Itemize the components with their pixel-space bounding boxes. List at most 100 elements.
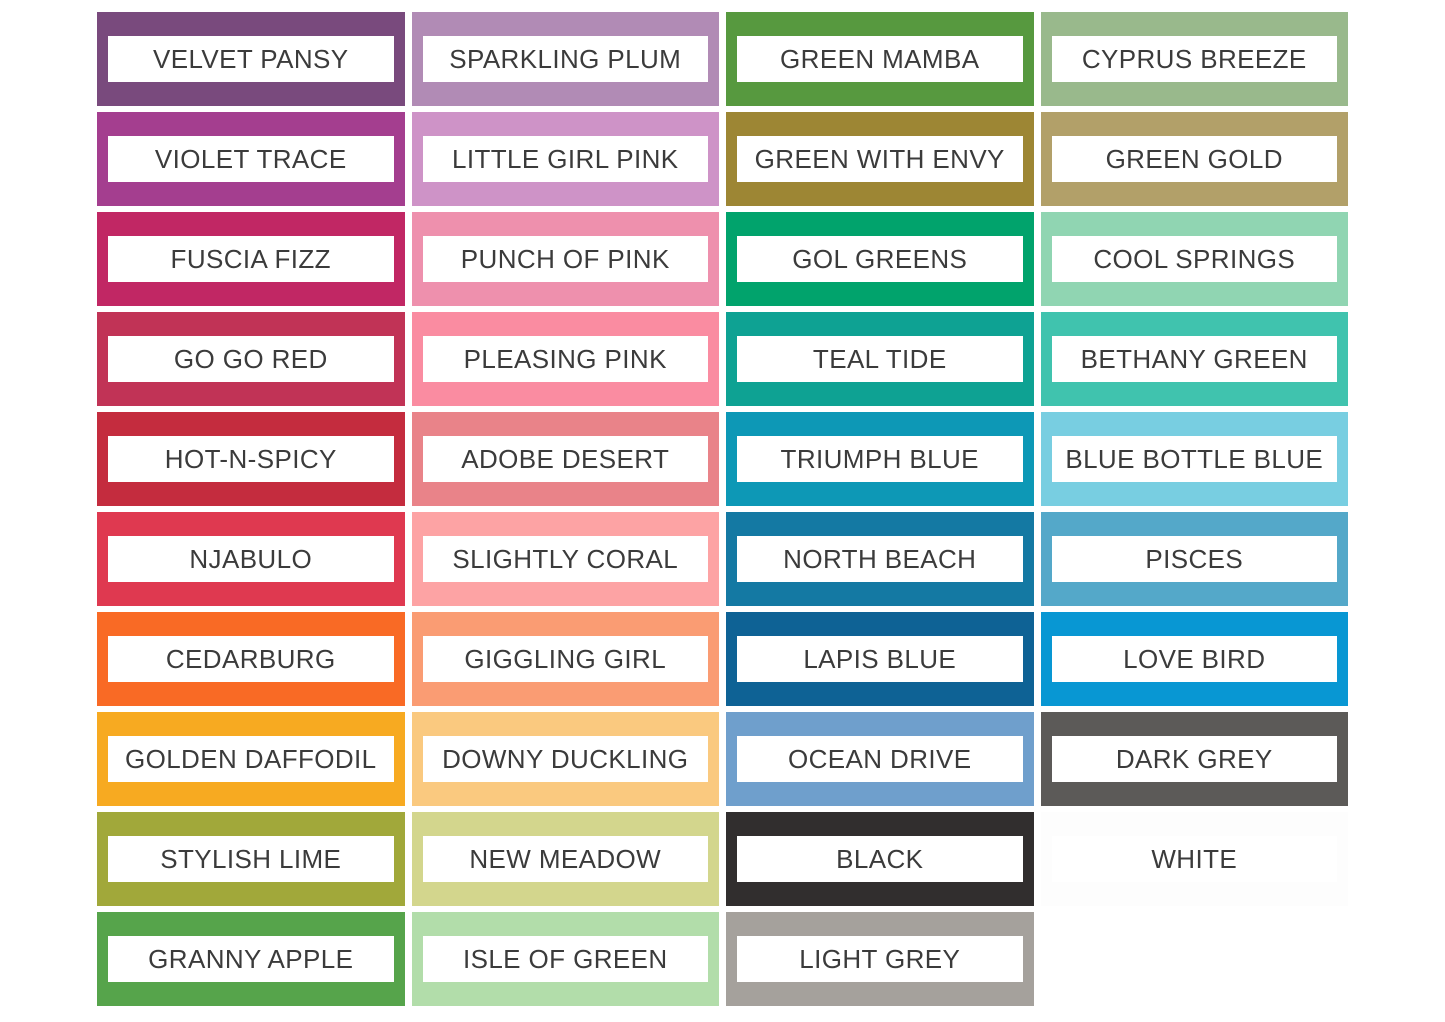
color-swatch[interactable]: GREEN WITH ENVY bbox=[726, 112, 1034, 206]
color-name-text: GO GO RED bbox=[173, 343, 328, 374]
color-name-text: GRANNY APPLE bbox=[148, 943, 354, 974]
color-swatch[interactable]: BLACK bbox=[726, 812, 1034, 906]
color-name-text: VIOLET TRACE bbox=[154, 143, 347, 174]
color-swatch[interactable]: FUSCIA FIZZ bbox=[97, 212, 405, 306]
color-swatch[interactable]: SLIGHTLY CORAL bbox=[411, 512, 719, 606]
color-swatch[interactable]: DOWNY DUCKLING bbox=[411, 712, 719, 806]
color-name-text: LAPIS BLUE bbox=[803, 643, 957, 674]
color-name-text: DARK GREY bbox=[1115, 743, 1273, 774]
color-swatch-label: WHITE bbox=[1051, 836, 1337, 882]
color-swatch[interactable]: ADOBE DESERT bbox=[411, 412, 719, 506]
color-swatch-label: ISLE OF GREEN bbox=[422, 936, 708, 982]
color-name-text: ADOBE DESERT bbox=[461, 443, 670, 474]
color-swatch[interactable]: CEDARBURG bbox=[97, 612, 405, 706]
color-swatch-label: LIGHT GREY bbox=[737, 936, 1023, 982]
color-swatch-label: HOT-N-SPICY bbox=[108, 436, 394, 482]
color-swatch-label: GREEN MAMBA bbox=[737, 36, 1023, 82]
color-swatch[interactable]: GREEN GOLD bbox=[1040, 112, 1348, 206]
color-name-text: OCEAN DRIVE bbox=[787, 743, 972, 774]
color-swatch[interactable]: HOT-N-SPICY bbox=[97, 412, 405, 506]
color-swatch[interactable]: SPARKLING PLUM bbox=[411, 12, 719, 106]
color-swatch-label: LOVE BIRD bbox=[1051, 636, 1337, 682]
palette-grid: VELVET PANSY SPARKLING PLUM GREEN MAMBA … bbox=[97, 12, 1348, 1006]
color-swatch[interactable]: GREEN MAMBA bbox=[726, 12, 1034, 106]
color-swatch[interactable]: CYPRUS BREEZE bbox=[1040, 12, 1348, 106]
color-swatch-label: LITTLE GIRL PINK bbox=[422, 136, 708, 182]
color-swatch[interactable]: WHITE bbox=[1040, 812, 1348, 906]
color-swatch[interactable]: TEAL TIDE bbox=[726, 312, 1034, 406]
color-swatch[interactable]: LIGHT GREY bbox=[726, 912, 1034, 1006]
color-swatch[interactable]: PUNCH OF PINK bbox=[411, 212, 719, 306]
color-swatch[interactable]: LAPIS BLUE bbox=[726, 612, 1034, 706]
color-swatch[interactable]: VIOLET TRACE bbox=[97, 112, 405, 206]
color-swatch[interactable]: STYLISH LIME bbox=[97, 812, 405, 906]
color-swatch[interactable]: LITTLE GIRL PINK bbox=[411, 112, 719, 206]
color-swatch-label: GREEN WITH ENVY bbox=[737, 136, 1023, 182]
color-name-text: FUSCIA FIZZ bbox=[170, 243, 331, 274]
color-swatch[interactable]: BLUE BOTTLE BLUE bbox=[1040, 412, 1348, 506]
color-name-text: BETHANY GREEN bbox=[1080, 343, 1308, 374]
color-swatch[interactable]: NJABULO bbox=[97, 512, 405, 606]
color-name-text: LITTLE GIRL PINK bbox=[452, 143, 679, 174]
color-name-text: PUNCH OF PINK bbox=[460, 243, 670, 274]
color-name-text: NORTH BEACH bbox=[783, 543, 977, 574]
color-swatch[interactable]: GIGGLING GIRL bbox=[411, 612, 719, 706]
color-name-text: TEAL TIDE bbox=[812, 343, 947, 374]
color-swatch-label: GREEN GOLD bbox=[1051, 136, 1337, 182]
color-swatch[interactable]: GRANNY APPLE bbox=[97, 912, 405, 1006]
color-swatch[interactable]: LOVE BIRD bbox=[1040, 612, 1348, 706]
color-swatch[interactable]: COOL SPRINGS bbox=[1040, 212, 1348, 306]
color-name-text: HOT-N-SPICY bbox=[164, 443, 337, 474]
color-name-text: PLEASING PINK bbox=[463, 343, 667, 374]
color-swatch-label: PISCES bbox=[1051, 536, 1337, 582]
color-swatch[interactable]: ISLE OF GREEN bbox=[411, 912, 719, 1006]
color-swatch-label: VIOLET TRACE bbox=[108, 136, 394, 182]
color-swatch-label: GO GO RED bbox=[108, 336, 394, 382]
color-swatch[interactable]: NEW MEADOW bbox=[411, 812, 719, 906]
color-swatch bbox=[1041, 912, 1349, 1006]
color-name-text: NJABULO bbox=[189, 543, 313, 574]
color-swatch[interactable]: GOLDEN DAFFODIL bbox=[97, 712, 405, 806]
color-swatch-label: LAPIS BLUE bbox=[737, 636, 1023, 682]
color-swatch[interactable]: BETHANY GREEN bbox=[1040, 312, 1348, 406]
color-swatch-label: GOLDEN DAFFODIL bbox=[108, 736, 394, 782]
color-name-text: PISCES bbox=[1145, 543, 1244, 574]
color-name-text: GOLDEN DAFFODIL bbox=[124, 743, 377, 774]
color-name-text: TRIUMPH BLUE bbox=[780, 443, 979, 474]
color-name-text: COOL SPRINGS bbox=[1093, 243, 1296, 274]
color-name-text: CYPRUS BREEZE bbox=[1081, 43, 1307, 74]
color-swatch[interactable]: DARK GREY bbox=[1040, 712, 1348, 806]
color-name-text: GOL GREENS bbox=[792, 243, 968, 274]
color-swatch-label: FUSCIA FIZZ bbox=[108, 236, 394, 282]
color-name-text: SLIGHTLY CORAL bbox=[452, 543, 679, 574]
color-swatch-label: TEAL TIDE bbox=[737, 336, 1023, 382]
color-swatch-label: BLUE BOTTLE BLUE bbox=[1051, 436, 1337, 482]
color-swatch[interactable]: TRIUMPH BLUE bbox=[726, 412, 1034, 506]
color-swatch-label: CYPRUS BREEZE bbox=[1051, 36, 1337, 82]
color-swatch-label: VELVET PANSY bbox=[108, 36, 394, 82]
color-swatch-label: DOWNY DUCKLING bbox=[422, 736, 708, 782]
color-swatch-label: NEW MEADOW bbox=[422, 836, 708, 882]
color-name-text: BLUE BOTTLE BLUE bbox=[1065, 443, 1324, 474]
color-swatch-label: NORTH BEACH bbox=[737, 536, 1023, 582]
color-swatch[interactable]: PISCES bbox=[1040, 512, 1348, 606]
color-swatch[interactable]: PLEASING PINK bbox=[411, 312, 719, 406]
color-swatch[interactable]: OCEAN DRIVE bbox=[726, 712, 1034, 806]
color-name-text: WHITE bbox=[1151, 843, 1238, 874]
color-swatch-label: STYLISH LIME bbox=[108, 836, 394, 882]
color-swatch[interactable]: NORTH BEACH bbox=[726, 512, 1034, 606]
color-name-text: STYLISH LIME bbox=[160, 843, 342, 874]
color-swatch[interactable]: GO GO RED bbox=[97, 312, 405, 406]
color-name-text: VELVET PANSY bbox=[152, 43, 349, 74]
color-name-text: ISLE OF GREEN bbox=[462, 943, 668, 974]
color-swatch-label: ADOBE DESERT bbox=[422, 436, 708, 482]
color-name-text: SPARKLING PLUM bbox=[449, 43, 682, 74]
color-swatch[interactable]: VELVET PANSY bbox=[97, 12, 405, 106]
color-swatch-label: CEDARBURG bbox=[108, 636, 394, 682]
color-swatch-label: COOL SPRINGS bbox=[1051, 236, 1337, 282]
color-swatch-label: GOL GREENS bbox=[737, 236, 1023, 282]
color-swatch-label: OCEAN DRIVE bbox=[737, 736, 1023, 782]
color-swatch[interactable]: GOL GREENS bbox=[726, 212, 1034, 306]
color-swatch-label: BETHANY GREEN bbox=[1051, 336, 1337, 382]
